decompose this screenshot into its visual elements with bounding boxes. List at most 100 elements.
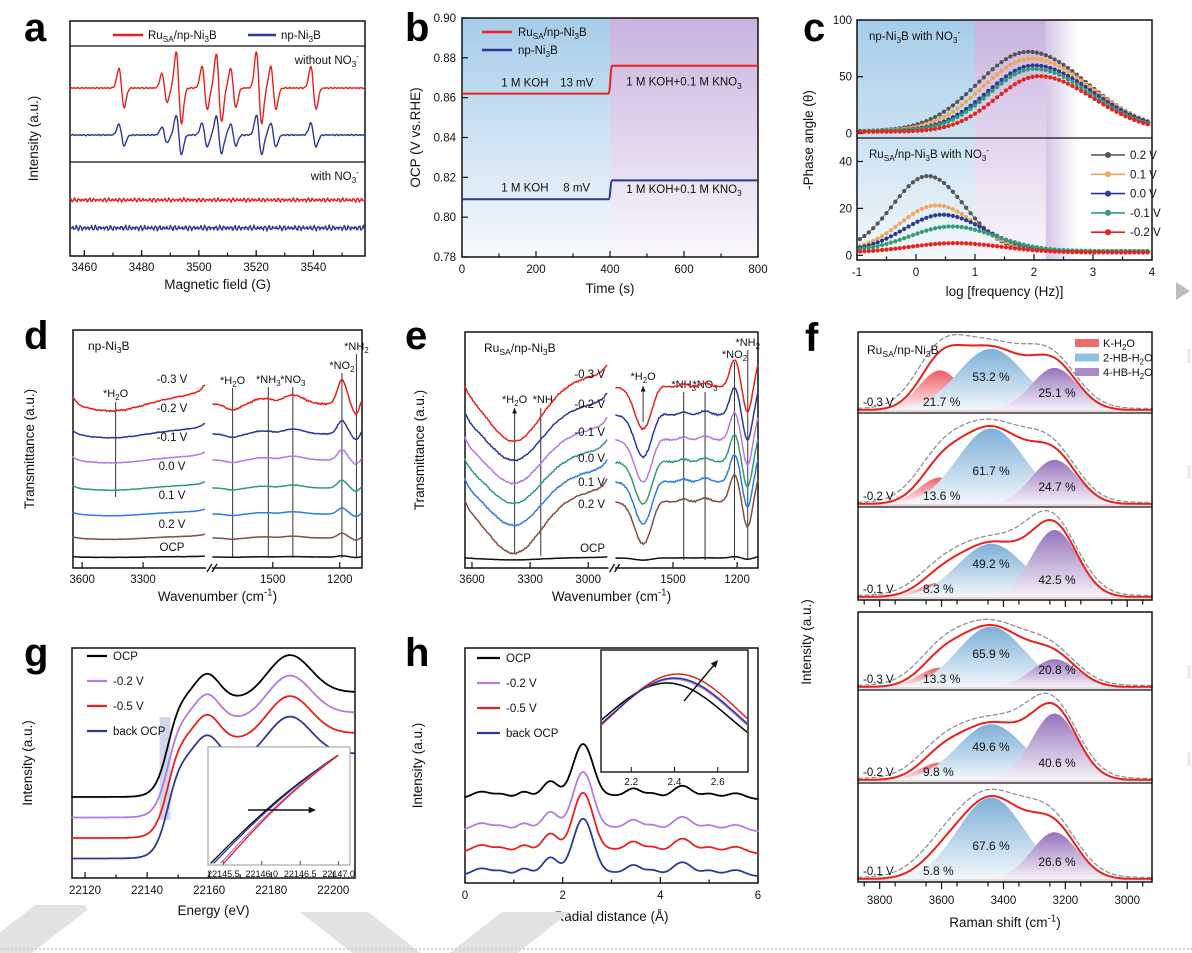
c-subplot-label: np-Ni3B with NO3- xyxy=(869,28,960,45)
c-legend-marker xyxy=(1105,152,1111,158)
f-component-1 xyxy=(858,348,1152,410)
e-guide-label: *NO3 xyxy=(692,379,718,393)
f-component-2 xyxy=(858,367,1152,410)
a-xlabel: Magnetic field (G) xyxy=(164,277,271,292)
d-xtick-label: 1200 xyxy=(327,574,353,586)
c-ytick-label: 40 xyxy=(839,156,852,168)
arrow-head xyxy=(640,386,646,392)
e-curve--0.3 V xyxy=(615,359,759,431)
f-xtick-label: 3600 xyxy=(929,895,955,907)
g-series-back OCP xyxy=(71,715,355,860)
c-legend-marker xyxy=(1105,190,1111,197)
f-percent-2hb: 49.2 % xyxy=(972,557,1010,571)
arrow-head xyxy=(710,660,718,668)
e-guide-label: *H2O xyxy=(631,371,657,385)
d-curve-0.2 V xyxy=(72,533,206,541)
chart-ftir-rusa: 3600 3300 3000 1500 1200 Wavenumber (cm-1) Tra… xyxy=(412,331,760,604)
e-guide-label: *NO2 xyxy=(722,349,747,363)
b-annotation: 1 M KOH+0.1 M KNO3 xyxy=(626,184,742,198)
plot-frame xyxy=(69,20,366,257)
h-inset-tick-label: 2.6 xyxy=(711,777,725,788)
b-series-0 xyxy=(461,64,759,95)
a-legend-label: np-Ni3B xyxy=(281,30,321,44)
h-xtick-label: 4 xyxy=(657,890,664,902)
g-inset-tick-label: 22146.0 xyxy=(246,869,279,879)
g-inset-line xyxy=(223,754,339,864)
h-series-OCP xyxy=(464,743,759,800)
e-curve-OCP xyxy=(615,555,759,561)
f-subpanel-4: -0.2 V 9.8 % 49.6 % 40.6 % xyxy=(857,692,1153,782)
f-potential-label: -0.3 V xyxy=(863,674,894,686)
d-guide-label: *NH3 xyxy=(256,374,281,388)
f-percent-k: 9.8 % xyxy=(923,765,954,779)
e-curve-label: OCP xyxy=(580,543,605,555)
f-legend-label: 4-HB-H2O xyxy=(1103,367,1153,381)
b-xtick-label: 0 xyxy=(459,264,465,276)
g-xtick-label: 22180 xyxy=(255,885,287,897)
d-curve-0.1 V xyxy=(72,508,206,517)
f-subpanel-1: -0.2 V 13.6 % 61.7 % 24.7 % xyxy=(857,418,1153,506)
f-title: RuSA/np-Ni3B xyxy=(867,343,939,359)
d-xtick-label: 3600 xyxy=(69,574,95,586)
f-xtick-label: 3800 xyxy=(867,895,893,907)
watermark xyxy=(290,912,580,953)
b-annotation: 8 mV xyxy=(563,183,590,195)
d-curve--0.1 V xyxy=(72,451,206,464)
g-inset-tick-label: 22147.0 xyxy=(322,869,355,879)
b-ytick-label: 0.78 xyxy=(434,252,456,264)
f-ylabel: Intensity (a.u.) xyxy=(799,599,814,685)
g-legend-label: -0.2 V xyxy=(113,676,144,688)
c-region-blue xyxy=(857,20,975,260)
sidebar-expand-triangle-icon[interactable] xyxy=(1176,282,1190,300)
b-ytick-label: 0.90 xyxy=(434,13,456,25)
d-curve-label: 0.2 V xyxy=(159,519,186,531)
a-xtick-label: 3460 xyxy=(72,262,98,274)
d-curve-label: -0.2 V xyxy=(157,403,188,415)
e-xtick-label: 1500 xyxy=(660,574,686,586)
panel-letter-c: c xyxy=(803,6,826,50)
c-ytick-label: 20 xyxy=(839,203,852,215)
e-xtick-label: 3600 xyxy=(459,574,485,586)
f-fit-dashed xyxy=(857,418,1153,504)
plot-frame xyxy=(464,331,759,569)
h-xtick-label: 2 xyxy=(559,890,565,902)
g-xtick-label: 22200 xyxy=(317,885,349,897)
f-envelope xyxy=(857,425,1153,505)
f-xlabel: Raman shift (cm-1) xyxy=(949,913,1060,930)
h-legend-label: -0.5 V xyxy=(506,703,537,715)
f-potential-label: -0.1 V xyxy=(863,584,894,596)
g-series--0.5 V xyxy=(71,695,355,839)
margin-mark xyxy=(1187,465,1191,479)
c-xtick-label: -1 xyxy=(852,267,862,279)
h-inset-line-OCP xyxy=(602,682,747,734)
f-percent-4hb: 24.7 % xyxy=(1038,480,1076,494)
e-xtick-label: 1200 xyxy=(724,574,750,586)
g-legend-label: back OCP xyxy=(113,726,166,738)
margin-mark xyxy=(1187,665,1191,679)
f-potential-label: -0.2 V xyxy=(863,767,894,779)
f-subpanel-3: -0.3 V 13.3 % 65.9 % 20.8 % xyxy=(857,618,1153,689)
g-xtick-label: 22140 xyxy=(131,885,163,897)
f-potential-label: -0.1 V xyxy=(863,866,894,878)
d-curve-0.1 V xyxy=(212,507,362,518)
f-percent-4hb: 25.1 % xyxy=(1038,386,1076,400)
e-guide-label: *H2O xyxy=(502,394,528,408)
c-xtick-label: 1 xyxy=(972,267,978,279)
c-ytick-label: 50 xyxy=(839,72,852,84)
d-guide-label: *NO2 xyxy=(329,360,354,374)
c-legend-label: -0.1 V xyxy=(1130,208,1161,220)
d-curve-0.2 V xyxy=(212,532,362,541)
c-xlabel: log [frequency (Hz)] xyxy=(946,284,1064,299)
d-curve--0.1 V xyxy=(212,448,362,465)
f-fit-dashed xyxy=(857,509,1153,597)
c-ylabel: -Phase angle (θ) xyxy=(801,90,816,190)
d-guide-label: *NH2 xyxy=(344,341,369,355)
c-legend-label: 0.2 V xyxy=(1130,150,1157,162)
h-inset-curves xyxy=(602,673,747,734)
e-curve--0.1 V xyxy=(615,411,759,483)
h-series-back OCP xyxy=(464,817,759,877)
d-curve-label: OCP xyxy=(160,542,185,554)
panel-letter-h: h xyxy=(405,631,430,675)
d-guide-label: *H2O xyxy=(103,388,129,402)
